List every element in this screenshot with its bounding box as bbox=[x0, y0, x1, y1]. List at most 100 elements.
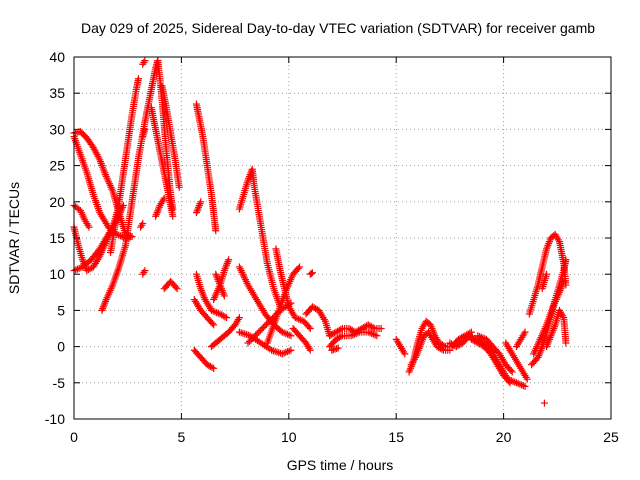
data-point bbox=[261, 322, 269, 330]
data-point bbox=[235, 328, 243, 336]
data-point bbox=[401, 350, 409, 358]
data-point bbox=[72, 266, 80, 274]
x-tick-label: 20 bbox=[496, 429, 512, 445]
data-point bbox=[116, 232, 124, 240]
data-point bbox=[377, 325, 385, 332]
y-tick-label: -5 bbox=[53, 375, 66, 391]
data-point bbox=[220, 292, 228, 300]
data-point bbox=[75, 264, 83, 272]
data-point bbox=[337, 325, 345, 333]
y-tick-label: -10 bbox=[45, 411, 65, 427]
y-tick-label: 10 bbox=[49, 266, 65, 282]
data-point bbox=[446, 346, 454, 354]
data-point bbox=[140, 268, 148, 276]
data-point bbox=[249, 334, 257, 342]
data-point bbox=[141, 125, 149, 133]
data-point bbox=[334, 344, 342, 352]
data-point bbox=[371, 331, 379, 339]
data-point bbox=[296, 316, 304, 324]
data-point bbox=[280, 329, 288, 337]
data-point bbox=[212, 227, 220, 235]
data-point bbox=[172, 283, 180, 291]
data-point bbox=[138, 221, 146, 229]
data-point bbox=[364, 328, 372, 336]
data-point bbox=[307, 269, 315, 277]
data-point bbox=[282, 348, 290, 356]
y-tick-label: 25 bbox=[49, 158, 65, 174]
chart-title: Day 029 of 2025, Sidereal Day-to-day VTE… bbox=[81, 20, 595, 36]
data-point bbox=[521, 328, 529, 336]
data-point bbox=[252, 331, 260, 339]
data-point bbox=[173, 285, 181, 293]
data-point bbox=[306, 325, 314, 332]
data-point bbox=[214, 309, 222, 317]
x-tick-label: 5 bbox=[178, 429, 186, 445]
y-tick-label: 0 bbox=[57, 339, 65, 355]
data-point bbox=[208, 319, 216, 327]
data-point bbox=[140, 58, 148, 66]
data-point bbox=[512, 379, 520, 387]
data-point bbox=[207, 306, 215, 314]
data-point bbox=[284, 330, 292, 338]
grid bbox=[74, 57, 611, 419]
data-point bbox=[213, 309, 221, 317]
data-point bbox=[295, 315, 303, 323]
data-point bbox=[119, 201, 127, 209]
data-point bbox=[287, 332, 295, 340]
data-point bbox=[511, 378, 519, 386]
data-point bbox=[521, 382, 529, 390]
data-point bbox=[351, 330, 359, 338]
data-point bbox=[354, 329, 362, 337]
data-point bbox=[293, 314, 301, 322]
data-point bbox=[505, 377, 513, 385]
data-point bbox=[197, 198, 205, 206]
data-point bbox=[514, 380, 522, 388]
data-point bbox=[369, 330, 377, 338]
data-point bbox=[285, 331, 293, 339]
data-point bbox=[560, 277, 568, 285]
data-point bbox=[223, 314, 231, 322]
data-point bbox=[519, 382, 527, 390]
data-point bbox=[141, 267, 149, 275]
data-point bbox=[250, 333, 258, 341]
data-point bbox=[347, 332, 355, 340]
data-point bbox=[518, 381, 526, 389]
data-point bbox=[476, 332, 484, 340]
data-point bbox=[237, 329, 245, 337]
data-point bbox=[256, 327, 264, 335]
data-point bbox=[273, 348, 281, 356]
data-point bbox=[258, 325, 266, 333]
data-point bbox=[210, 321, 218, 329]
data-point bbox=[312, 305, 320, 313]
y-tick-label: 20 bbox=[49, 194, 65, 210]
data-point bbox=[259, 323, 267, 331]
data-point bbox=[134, 75, 142, 83]
data-point bbox=[562, 339, 570, 347]
data-point bbox=[367, 323, 375, 331]
data-point bbox=[211, 308, 219, 316]
data-point bbox=[209, 307, 217, 315]
y-tick-label: 35 bbox=[49, 85, 65, 101]
data-point bbox=[264, 319, 272, 327]
y-tick-label: 15 bbox=[49, 230, 65, 246]
data-point bbox=[477, 333, 485, 341]
data-point bbox=[160, 194, 168, 202]
data-point bbox=[523, 375, 531, 383]
y-axis-label: SDTVAR / TECUs bbox=[6, 182, 22, 294]
data-point bbox=[294, 264, 302, 272]
data-point bbox=[508, 368, 516, 376]
data-point bbox=[296, 263, 304, 271]
data-point bbox=[516, 380, 524, 388]
plot-frame bbox=[73, 56, 612, 420]
data-point bbox=[239, 329, 247, 337]
data-point bbox=[543, 270, 551, 278]
data-point bbox=[285, 347, 293, 355]
x-axis-label: GPS time / hours bbox=[287, 457, 394, 473]
data-point bbox=[366, 329, 374, 337]
data-point bbox=[308, 269, 316, 277]
data-point bbox=[208, 363, 216, 371]
data-point bbox=[244, 339, 252, 347]
data-point bbox=[368, 330, 376, 338]
data-point bbox=[225, 256, 233, 264]
data-point bbox=[291, 314, 299, 322]
